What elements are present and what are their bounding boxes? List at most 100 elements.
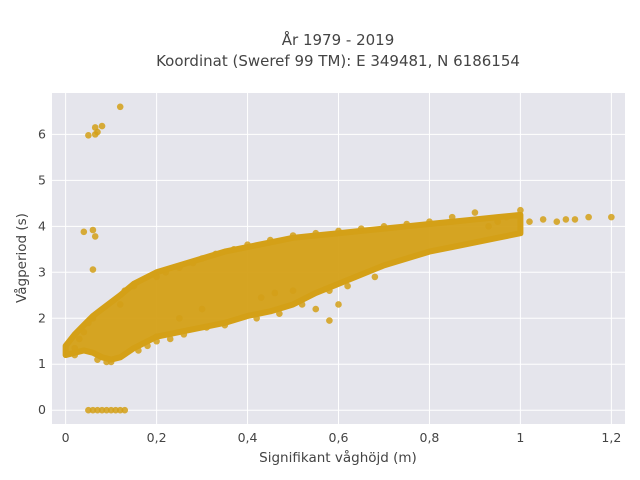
chart-title-line-1: År 1979 - 2019 <box>282 30 395 49</box>
data-point <box>526 218 533 226</box>
data-point <box>371 273 379 281</box>
data-point <box>298 301 306 308</box>
data-point <box>94 406 101 414</box>
data-point <box>135 347 142 354</box>
data-point <box>180 331 188 338</box>
data-point <box>312 305 320 313</box>
data-point <box>80 228 88 236</box>
data-point <box>89 314 97 322</box>
data-point <box>130 282 138 290</box>
data-point <box>344 282 351 290</box>
data-point <box>571 216 579 223</box>
data-point <box>112 406 119 414</box>
data-point <box>121 406 129 414</box>
data-point <box>176 264 183 271</box>
y-tick-label: 4 <box>38 218 46 233</box>
data-point <box>221 321 229 329</box>
x-tick-label: 1 <box>516 430 524 445</box>
data-point <box>471 209 479 216</box>
data-point <box>89 266 97 273</box>
data-point <box>116 103 124 111</box>
data-point <box>80 328 88 336</box>
data-point <box>116 301 124 308</box>
x-tick-label: 1,2 <box>601 430 621 445</box>
x-tick-label: 0,4 <box>238 430 258 445</box>
y-tick-label: 1 <box>38 356 46 371</box>
y-tick-label: 5 <box>38 172 46 187</box>
x-axis-ticks: 0 0,2 0,4 0,6 0,8 1 1,2 <box>62 430 622 445</box>
data-point <box>89 406 97 414</box>
data-point <box>85 319 92 327</box>
data-point <box>448 213 456 221</box>
data-point <box>103 358 110 366</box>
y-axis-ticks: 0 1 2 3 4 5 6 <box>38 126 46 417</box>
data-point <box>380 223 388 230</box>
data-point <box>335 301 342 308</box>
data-point <box>166 335 174 343</box>
y-tick-label: 3 <box>38 264 46 279</box>
data-point <box>98 122 106 130</box>
chart-title-line-2: Koordinat (Sweref 99 TM): E 349481, N 61… <box>156 52 520 70</box>
data-point <box>494 218 501 226</box>
data-point <box>585 213 592 221</box>
data-point <box>107 358 115 366</box>
data-point <box>485 223 492 230</box>
data-point <box>85 406 92 414</box>
data-point <box>212 250 220 258</box>
data-point <box>144 342 151 350</box>
data-point <box>608 213 615 221</box>
y-tick-label: 6 <box>38 126 46 141</box>
data-point <box>517 206 524 214</box>
data-point <box>94 356 101 363</box>
x-axis-title: Signifikant våghöjd (m) <box>259 449 417 466</box>
data-point <box>289 287 297 294</box>
data-point <box>257 294 265 301</box>
data-point <box>153 337 160 345</box>
data-point <box>71 351 79 359</box>
data-point <box>107 406 115 414</box>
data-point <box>289 232 297 239</box>
data-point <box>553 218 561 226</box>
data-point <box>103 406 110 414</box>
data-point <box>85 131 92 139</box>
x-tick-label: 0,8 <box>420 430 440 445</box>
data-point <box>203 324 210 331</box>
y-tick-label: 2 <box>38 310 46 325</box>
data-point <box>326 317 333 324</box>
data-point <box>503 213 511 221</box>
data-point <box>121 287 129 294</box>
data-point <box>271 289 279 297</box>
data-point <box>276 310 283 317</box>
data-point <box>91 131 99 138</box>
data-point <box>539 216 547 223</box>
data-point <box>244 241 251 249</box>
data-point <box>98 406 106 414</box>
data-point <box>189 259 197 267</box>
data-point <box>198 305 206 313</box>
y-axis-title: Vågperiod (s) <box>13 213 30 303</box>
data-point <box>253 314 260 322</box>
data-point <box>89 226 97 234</box>
data-point <box>75 335 83 343</box>
data-point <box>198 255 206 262</box>
data-point <box>266 236 274 244</box>
x-tick-label: 0,2 <box>147 430 167 445</box>
data-point <box>91 233 99 240</box>
data-point <box>230 246 238 253</box>
x-tick-label: 0 <box>62 430 70 445</box>
data-point <box>357 225 365 232</box>
data-point <box>153 333 160 340</box>
x-tick-label: 0,6 <box>329 430 349 445</box>
data-point <box>71 344 79 352</box>
data-points <box>71 103 615 414</box>
data-point <box>562 216 570 223</box>
data-point <box>335 227 342 235</box>
data-point <box>312 229 320 237</box>
data-point <box>176 314 183 322</box>
data-point <box>326 287 333 294</box>
y-tick-label: 0 <box>38 402 46 417</box>
data-point <box>116 406 124 414</box>
data-point <box>403 220 411 228</box>
data-point <box>426 218 433 226</box>
